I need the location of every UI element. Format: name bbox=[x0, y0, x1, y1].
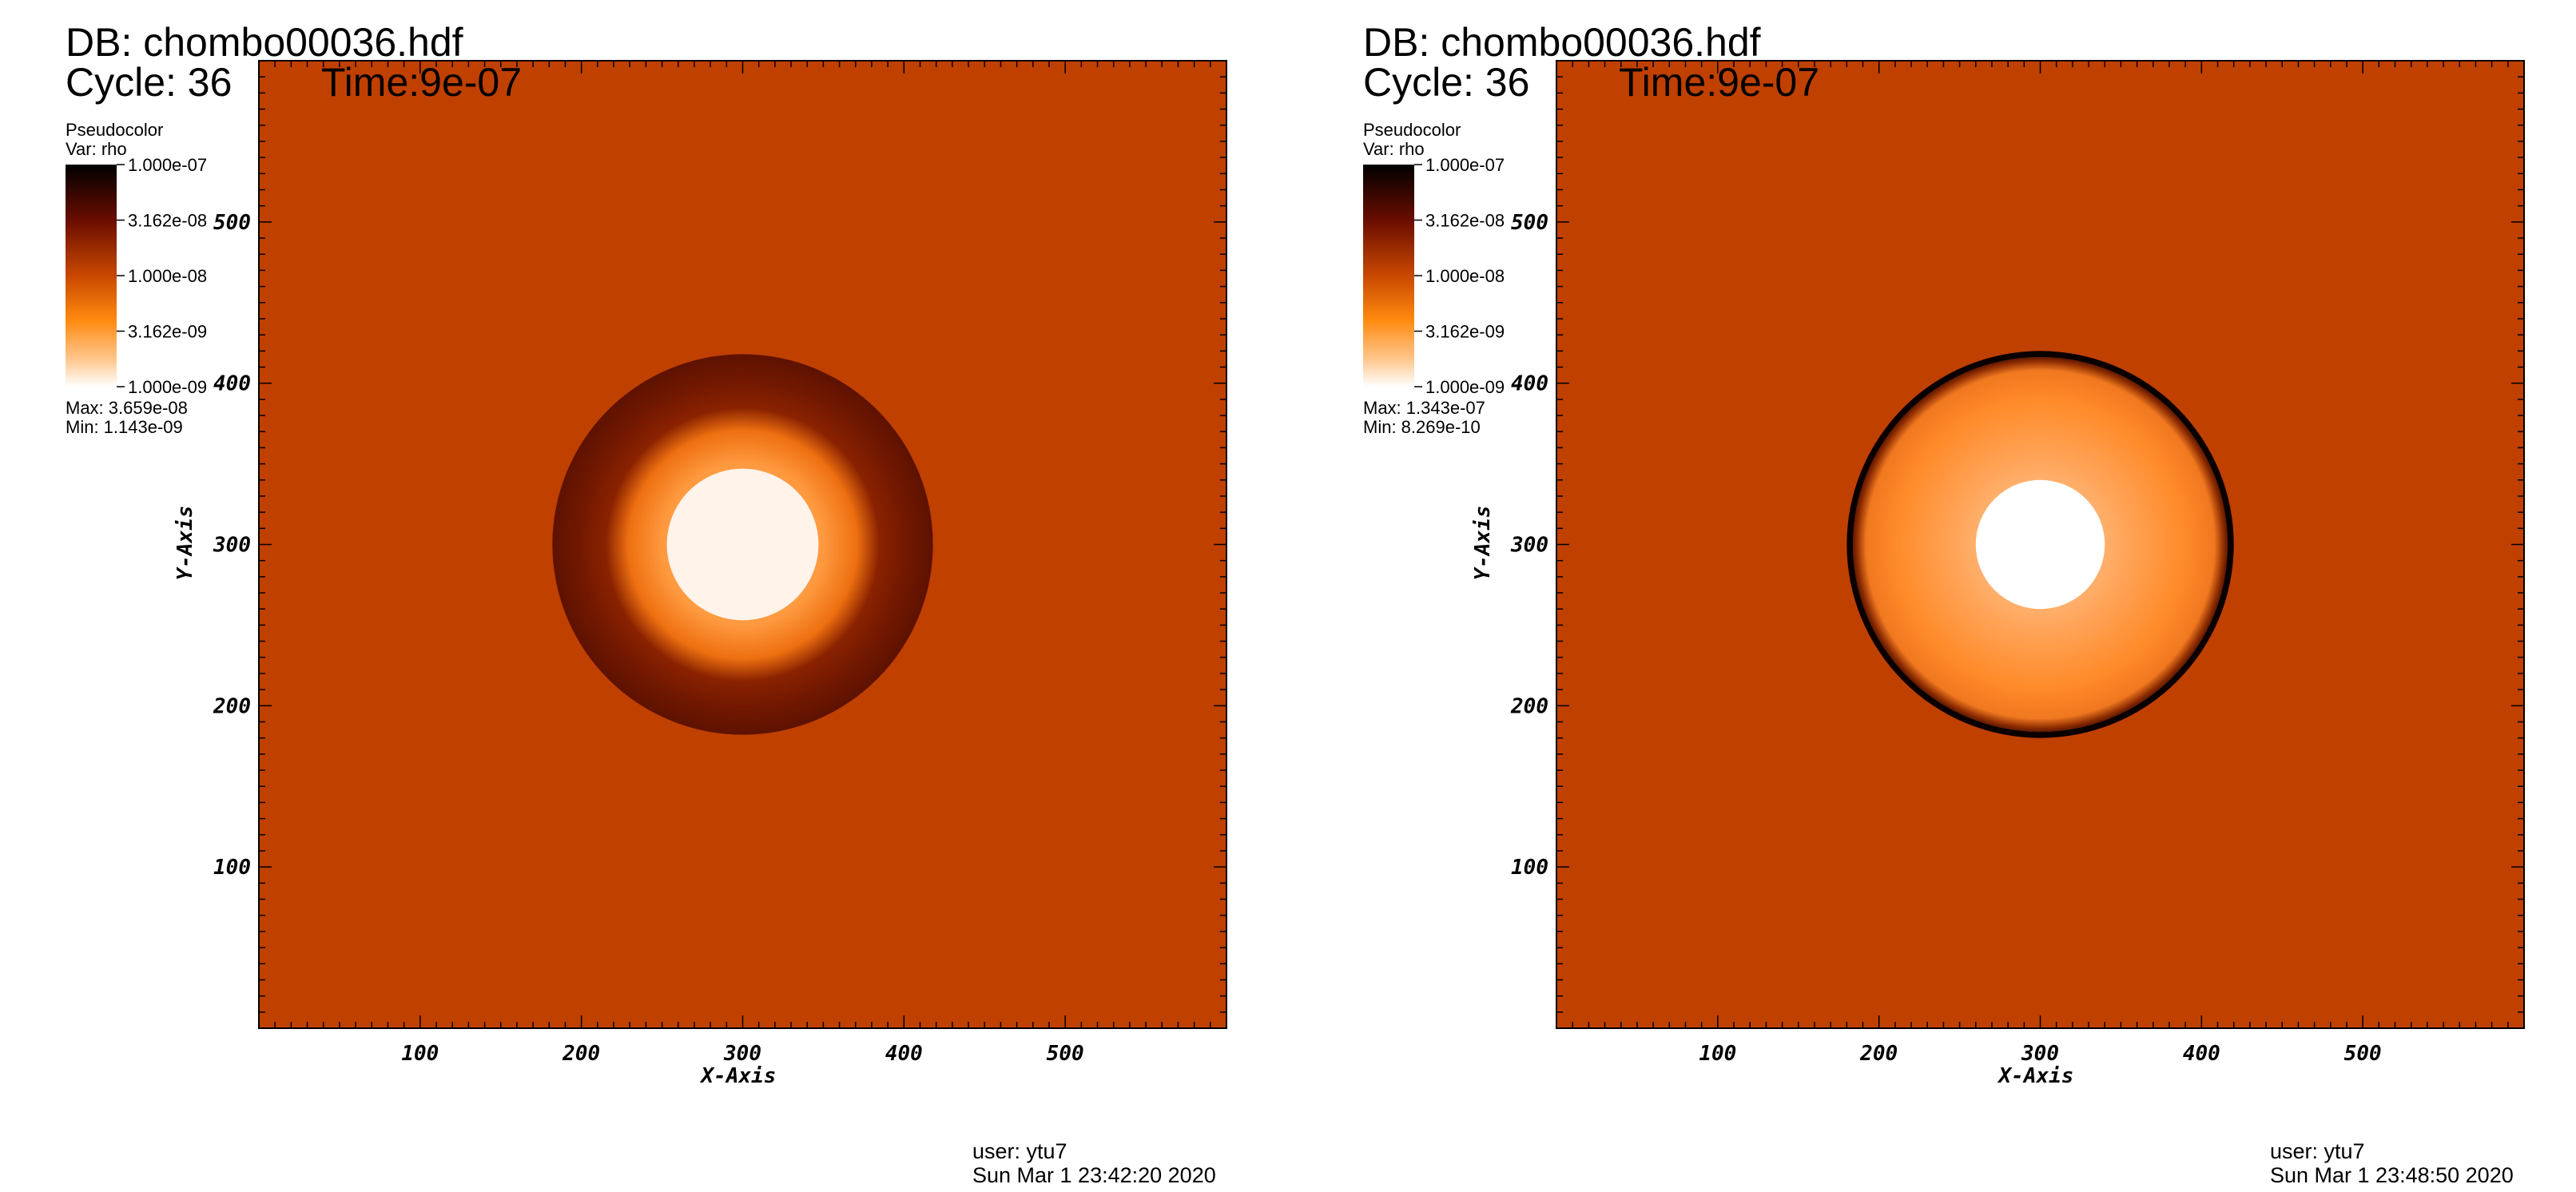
legend-max: Max: 1.343e-07 bbox=[1363, 398, 1485, 418]
colorbar-tick-label: 3.162e-09 bbox=[1425, 322, 1505, 342]
colorbar-tick-label: 3.162e-08 bbox=[128, 211, 207, 231]
footer-date: Sun Mar 1 23:42:20 2020 bbox=[972, 1163, 1216, 1187]
db-title: DB: chombo00036.hdf bbox=[1363, 20, 1761, 65]
density-core bbox=[666, 468, 819, 621]
colorbar-tick-label: 1.000e-07 bbox=[1425, 155, 1505, 175]
plot-svg: 100 200 300 400 500 100 200 300 400 500 X-Axis Y-Ax… bbox=[1363, 60, 2525, 1088]
y-tick-label: 300 bbox=[213, 534, 251, 558]
x-tick-label: 200 bbox=[562, 1042, 600, 1066]
x-tick-label: 400 bbox=[2183, 1042, 2220, 1066]
plot-panel-right: 100 200 300 400 500 100 200 300 400 500 X-Axis Y-Ax… bbox=[1298, 0, 2576, 1192]
x-tick-label: 500 bbox=[2344, 1042, 2382, 1066]
colorbar bbox=[1363, 165, 1414, 387]
time-label: Time:9e-07 bbox=[1619, 60, 1820, 105]
legend-max: Max: 3.659e-08 bbox=[66, 398, 188, 418]
colorbar-tick-label: 3.162e-08 bbox=[1425, 211, 1505, 231]
colorbar-tick-label: 3.162e-09 bbox=[128, 322, 207, 342]
legend-min: Min: 1.143e-09 bbox=[66, 417, 183, 437]
y-tick-label: 200 bbox=[1510, 694, 1548, 718]
y-axis-title: Y-Axis bbox=[173, 506, 197, 581]
cycle-label: Cycle: 36 bbox=[66, 60, 233, 105]
x-tick-label: 200 bbox=[1859, 1042, 1898, 1066]
colorbar bbox=[66, 165, 117, 387]
x-axis-title: X-Axis bbox=[700, 1064, 777, 1088]
x-axis-title: X-Axis bbox=[1998, 1064, 2074, 1088]
y-tick-label: 500 bbox=[1511, 211, 1548, 235]
legend-var: Var: rho bbox=[1363, 139, 1425, 159]
y-tick-label: 400 bbox=[213, 372, 251, 396]
x-tick-label: 500 bbox=[1047, 1042, 1084, 1066]
legend-min: Min: 8.269e-10 bbox=[1363, 417, 1481, 437]
y-tick-label: 300 bbox=[1510, 534, 1548, 558]
shell-rim bbox=[1847, 351, 2234, 738]
x-tick-label: 100 bbox=[401, 1042, 439, 1066]
colorbar-tick-label: 1.000e-09 bbox=[128, 377, 207, 397]
legend-title: Pseudocolor bbox=[66, 120, 164, 140]
footer-user: user: ytu7 bbox=[972, 1139, 1067, 1163]
time-label: Time:9e-07 bbox=[321, 60, 523, 105]
x-tick-label: 100 bbox=[1699, 1042, 1736, 1066]
colorbar-tick-label: 1.000e-07 bbox=[128, 155, 207, 175]
y-tick-label: 400 bbox=[1511, 372, 1548, 396]
plot-panel-left: 100 200 300 400 500 100 200 300 400 500 X-Axis Y-Ax… bbox=[66, 20, 1227, 1187]
density-core bbox=[1975, 479, 2105, 610]
colorbar-tick-label: 1.000e-08 bbox=[128, 266, 207, 286]
plot-svg: 100 200 300 400 500 100 200 300 400 500 X-Axis Y-Ax… bbox=[66, 60, 1227, 1088]
y-tick-label: 100 bbox=[213, 856, 251, 880]
y-tick-label: 500 bbox=[213, 211, 251, 235]
y-axis-title: Y-Axis bbox=[1471, 506, 1495, 581]
y-tick-label: 200 bbox=[213, 694, 251, 718]
x-tick-label: 300 bbox=[2021, 1042, 2059, 1066]
legend-title: Pseudocolor bbox=[1363, 120, 1461, 140]
db-title: DB: chombo00036.hdf bbox=[66, 20, 463, 65]
x-tick-label: 400 bbox=[885, 1042, 923, 1066]
legend-var: Var: rho bbox=[66, 139, 127, 159]
footer-date: Sun Mar 1 23:48:50 2020 bbox=[2270, 1163, 2514, 1187]
cycle-label: Cycle: 36 bbox=[1363, 60, 1530, 105]
colorbar-tick-label: 1.000e-09 bbox=[1425, 377, 1505, 397]
footer-user: user: ytu7 bbox=[2270, 1139, 2365, 1163]
y-tick-label: 100 bbox=[1511, 856, 1548, 880]
x-tick-label: 300 bbox=[723, 1042, 761, 1066]
colorbar-tick-label: 1.000e-08 bbox=[1425, 266, 1505, 286]
